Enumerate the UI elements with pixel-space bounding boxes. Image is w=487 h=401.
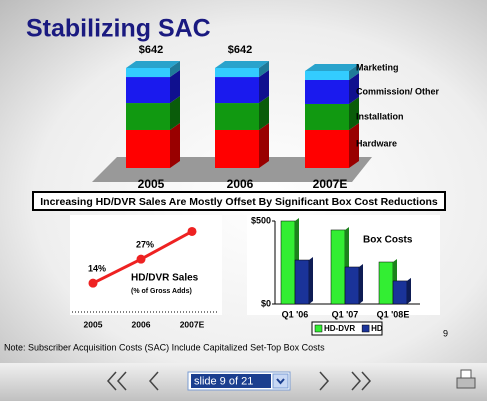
bar-top: [215, 61, 269, 68]
bar: [330, 229, 346, 305]
bar-segment-side: [259, 61, 269, 78]
bar-segment: [126, 103, 170, 130]
next-slide-button[interactable]: [319, 371, 330, 391]
line-point: [187, 226, 197, 236]
slide-title: Stabilizing SAC: [26, 15, 211, 43]
bar-top: [305, 63, 359, 71]
data-label: 14%: [88, 264, 106, 274]
previous-slide-button[interactable]: [148, 371, 159, 391]
x-tick-label: 2007E: [313, 177, 348, 191]
annotation: (% of Gross Adds): [131, 288, 192, 295]
bar-segment: [305, 129, 349, 168]
x-tick-label: 2005: [138, 177, 165, 191]
x-tick-label: 2005: [84, 319, 103, 329]
x-tick-label: 2006: [132, 319, 151, 329]
dropdown-button[interactable]: [272, 373, 289, 389]
banner: Increasing HD/DVR Sales Are Mostly Offse…: [40, 196, 438, 208]
first-slide-button[interactable]: [106, 371, 127, 391]
bar: [280, 220, 296, 305]
bar-side: [359, 263, 363, 304]
legend-swatch: [314, 324, 323, 333]
bar-segment: [305, 103, 349, 130]
x-tick-label: Q1 '06: [282, 309, 309, 319]
bar-side: [309, 257, 313, 304]
bar-segment-side: [170, 61, 180, 78]
data-label: 27%: [136, 240, 154, 250]
bar: [344, 266, 360, 305]
total-label: $642: [139, 44, 163, 56]
chart-title: Box Costs: [363, 235, 413, 246]
bar-segment: [126, 68, 170, 78]
selector-highlight: [191, 374, 271, 388]
line-panel: [70, 215, 222, 315]
bar-segment-side: [259, 70, 269, 104]
legend-label: Hardware: [356, 138, 397, 148]
legend-label: HD: [371, 324, 383, 333]
legend-label: HD-DVR: [324, 324, 355, 333]
legend-swatch: [361, 324, 370, 333]
bar-segment-side: [259, 96, 269, 130]
line-point: [136, 254, 146, 264]
bar-side: [407, 277, 411, 304]
page-number: 9: [443, 328, 448, 338]
bar-segment: [305, 70, 349, 80]
line-point: [88, 278, 98, 288]
bar-segment-side: [349, 72, 359, 104]
bar-segment: [215, 68, 259, 78]
bar: [392, 280, 408, 305]
banner-box: [32, 191, 446, 211]
footnote: Note: Subscriber Acquisition Costs (SAC)…: [4, 342, 325, 352]
total-label: $642: [228, 44, 252, 56]
y-tick-label: $500: [251, 215, 271, 225]
slide-selector-text: slide 9 of 21: [194, 375, 253, 387]
legend-label: Marketing: [356, 62, 399, 72]
last-slide-button[interactable]: [351, 371, 372, 391]
x-tick-label: Q1 '08E: [377, 309, 410, 319]
bar-segment: [215, 103, 259, 130]
bar-segment-side: [170, 122, 180, 168]
x-tick-label: 2006: [227, 177, 254, 191]
bar-segment-side: [349, 122, 359, 168]
x-tick-label: 2007E: [180, 319, 205, 329]
bar-segment-side: [170, 70, 180, 104]
bar-segment: [215, 129, 259, 168]
bar-segment: [126, 77, 170, 104]
print-button[interactable]: [456, 369, 476, 389]
bar-top: [126, 61, 180, 68]
bar-segment: [215, 77, 259, 104]
y-tick-label: $0: [261, 298, 271, 308]
bar-segment-side: [170, 96, 180, 130]
bar-segment-side: [349, 96, 359, 130]
bar-segment-side: [349, 63, 359, 80]
bar-segment: [126, 129, 170, 168]
legend-label: Installation: [356, 111, 404, 121]
bar-segment-side: [259, 122, 269, 168]
annotation: HD/DVR Sales: [131, 273, 199, 284]
legend-label: Commission/ Other: [356, 86, 440, 96]
bar: [294, 259, 310, 305]
dropdown-arrow: [276, 378, 285, 385]
bar-segment: [305, 79, 349, 104]
x-tick-label: Q1 '07: [332, 309, 359, 319]
bar: [378, 261, 394, 305]
